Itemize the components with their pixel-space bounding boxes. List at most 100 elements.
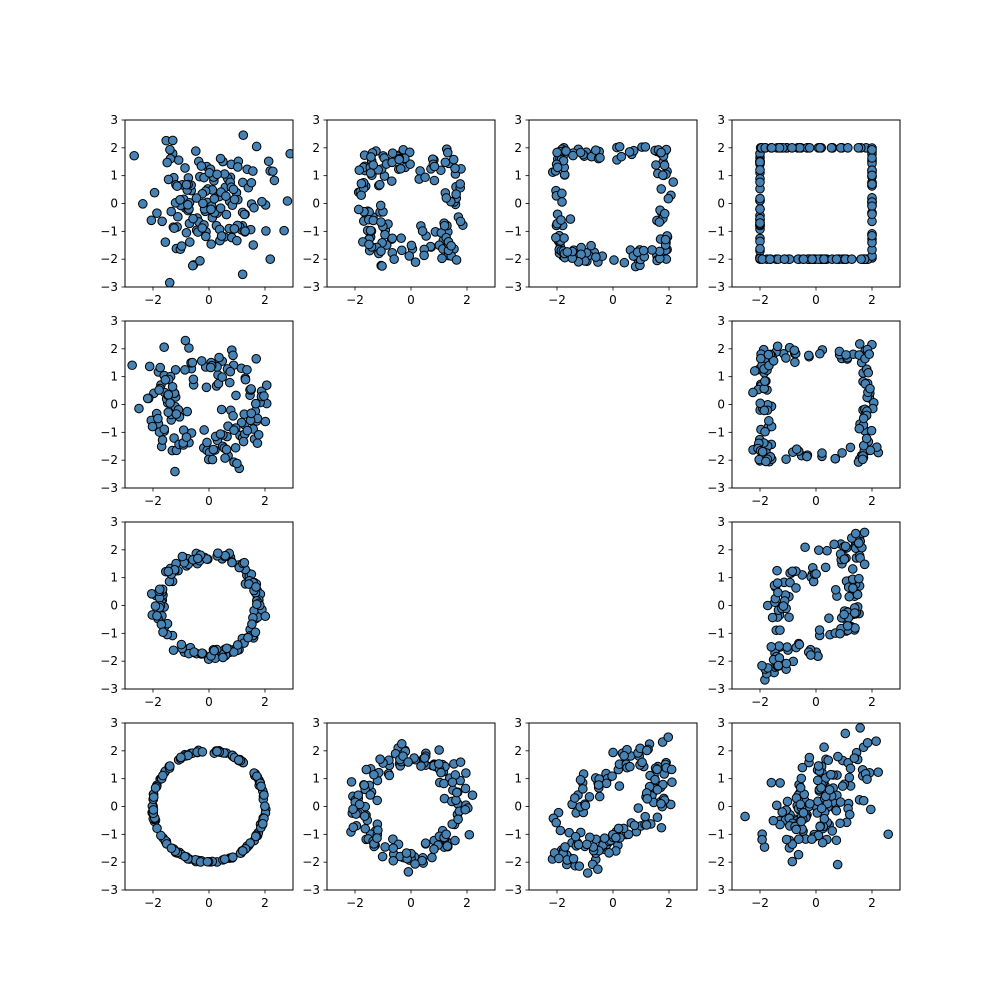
data-point [129, 150, 139, 161]
data-point [240, 374, 251, 385]
data-point [214, 352, 224, 363]
data-point [354, 165, 365, 175]
data-point [771, 800, 782, 811]
data-point [152, 823, 162, 834]
data-point [144, 361, 155, 372]
data-point [437, 253, 447, 264]
data-point [796, 773, 807, 784]
y-tick-label: 3 [717, 113, 725, 127]
data-point [154, 584, 165, 595]
data-point [232, 235, 242, 246]
data-point [823, 755, 834, 766]
data-point [360, 823, 371, 834]
data-point [647, 245, 657, 255]
y-tick-label: 3 [110, 515, 118, 529]
data-point [565, 214, 576, 224]
data-point [248, 240, 259, 250]
data-point [854, 423, 865, 434]
data-point [604, 848, 614, 858]
y-tick-label: −2 [707, 453, 725, 467]
data-point [163, 389, 174, 400]
data-point [824, 785, 835, 795]
data-point [394, 154, 404, 165]
data-point [840, 541, 851, 552]
data-point [197, 648, 207, 659]
data-point [348, 822, 359, 833]
y-tick-label: 0 [312, 800, 320, 814]
data-point [663, 193, 674, 204]
x-tick-label: 2 [665, 293, 673, 307]
subplot-p20: −2 0 2 −3 −2 −1 0 1 2 3 [100, 515, 294, 709]
data-point [429, 161, 440, 172]
data-point [150, 783, 161, 793]
data-point [232, 640, 243, 650]
points-p02 [547, 141, 679, 272]
data-point [824, 613, 834, 624]
data-point [774, 641, 784, 651]
data-point [127, 360, 137, 371]
data-point [807, 254, 817, 264]
y-tick-label: −3 [302, 883, 320, 897]
data-point [755, 157, 765, 167]
data-point [640, 811, 651, 822]
data-point [763, 349, 774, 360]
data-point [841, 350, 851, 360]
y-tick-label: 3 [110, 113, 118, 127]
data-point [221, 444, 232, 455]
y-tick-label: −1 [707, 626, 725, 640]
data-point [442, 147, 453, 158]
data-point [590, 145, 601, 155]
data-point [401, 848, 412, 858]
data-point [781, 834, 792, 845]
data-point [228, 350, 238, 361]
data-point [366, 152, 376, 162]
y-tick-label: −2 [100, 453, 118, 467]
data-point [242, 425, 253, 436]
data-point [849, 608, 860, 618]
y-tick-label: −2 [302, 252, 320, 266]
data-point [181, 227, 192, 238]
data-point [826, 769, 836, 780]
data-point [656, 147, 666, 158]
x-tick-label: 2 [261, 293, 269, 307]
data-point [405, 159, 415, 169]
data-point [167, 135, 178, 146]
data-point [368, 160, 379, 170]
data-point [659, 208, 670, 219]
data-point [261, 380, 272, 391]
data-point [168, 645, 179, 656]
points-p20 [146, 548, 271, 665]
subplot-p33: −2 0 2 −3 −2 −1 0 1 2 3 [707, 716, 901, 910]
data-point [191, 146, 201, 156]
data-point [384, 770, 395, 781]
data-point [236, 417, 247, 428]
data-point [866, 804, 876, 815]
data-point [772, 578, 783, 588]
data-point [867, 179, 877, 190]
data-point [802, 451, 812, 462]
data-point [376, 246, 386, 257]
y-tick-label: −2 [504, 252, 522, 266]
points-p03 [755, 143, 877, 264]
data-point [773, 587, 783, 598]
data-point [403, 867, 414, 877]
data-point [452, 787, 462, 798]
y-tick-label: 0 [717, 800, 725, 814]
data-point [356, 178, 367, 189]
data-point [396, 245, 407, 256]
data-point [871, 736, 881, 746]
data-point [377, 261, 387, 271]
data-point [557, 188, 567, 199]
data-point [781, 353, 791, 363]
data-point [282, 196, 293, 206]
y-tick-label: 3 [110, 314, 118, 328]
data-point [170, 365, 181, 375]
x-tick-label: 0 [205, 695, 213, 709]
data-point [441, 829, 452, 840]
data-point [251, 354, 262, 364]
data-point [152, 611, 162, 621]
data-point [614, 781, 625, 791]
data-point [451, 255, 462, 265]
data-point [574, 861, 585, 871]
data-point [176, 752, 186, 763]
